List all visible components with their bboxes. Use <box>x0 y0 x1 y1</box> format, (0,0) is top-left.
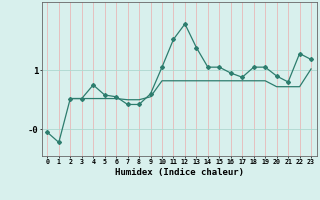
X-axis label: Humidex (Indice chaleur): Humidex (Indice chaleur) <box>115 168 244 177</box>
